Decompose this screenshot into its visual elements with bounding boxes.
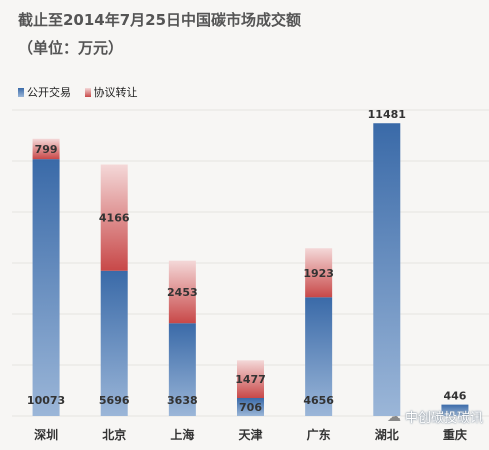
data-label-public: 11481 [368, 108, 406, 121]
x-tick-label: 上海 [170, 427, 194, 442]
chart-title: 截止至2014年7月25日中国碳市场成交额 （单位：万元） [18, 6, 301, 62]
x-tick-label: 广东 [307, 427, 331, 442]
data-label-public: 3638 [167, 394, 198, 407]
bar-public [168, 323, 196, 416]
title-line-1: 截止至2014年7月25日中国碳市场成交额 [18, 11, 302, 29]
bar-public [441, 404, 469, 416]
x-tick-label: 北京 [102, 427, 126, 442]
x-tick-label: 重庆 [443, 427, 467, 442]
watermark-text: 中创碳投碳讯 [404, 411, 483, 426]
bar-agreement [305, 248, 333, 298]
bar-public [237, 397, 264, 416]
legend-swatch-public [18, 87, 24, 97]
bar-agreement [100, 164, 128, 271]
data-label-agreement: 4166 [99, 212, 130, 225]
data-label-public: 5696 [99, 394, 130, 407]
bar-agreement [237, 360, 264, 398]
data-label-public: 4656 [303, 394, 334, 407]
watermark: ☁ 中创碳投碳讯 [386, 407, 483, 427]
bars [32, 123, 469, 417]
legend-label-public: 公开交易 [27, 86, 71, 99]
legend-item-public: 公开交易 [18, 84, 71, 100]
bar-agreement [32, 138, 60, 160]
legend-label-agreement: 协议转让 [93, 86, 138, 99]
grid-lines [12, 109, 489, 417]
title-line-2: （单位：万元） [18, 39, 124, 57]
x-tick-label: 深圳 [34, 427, 58, 442]
x-tick-label: 湖北 [375, 427, 399, 442]
x-tick-label: 天津 [238, 427, 262, 442]
data-label-agreement: 1477 [235, 373, 266, 386]
bar-public [305, 297, 333, 416]
data-label-public: 446 [443, 390, 466, 403]
data-label-agreement: 2453 [167, 286, 198, 299]
legend: 公开交易 协议转让 [18, 84, 148, 100]
data-label-public: 706 [239, 401, 262, 414]
x-axis-tick-labels: 深圳 北京 上海 天津 广东 湖北 重庆 [34, 427, 467, 442]
bar-public [100, 270, 128, 416]
bar-public [32, 159, 60, 417]
data-label-public: 10073 [27, 394, 65, 407]
bar-agreement [168, 260, 196, 324]
wechat-icon: ☁ [386, 408, 401, 425]
data-labels: 799 10073 4166 5696 2453 3638 1477 706 1923 4656 1… [27, 108, 467, 414]
legend-item-agreement: 协议转让 [84, 84, 138, 100]
data-label-agreement: 1923 [303, 267, 334, 280]
legend-swatch-agreement [84, 87, 91, 97]
bar-public [373, 123, 401, 416]
data-label-agreement: 799 [35, 143, 58, 156]
